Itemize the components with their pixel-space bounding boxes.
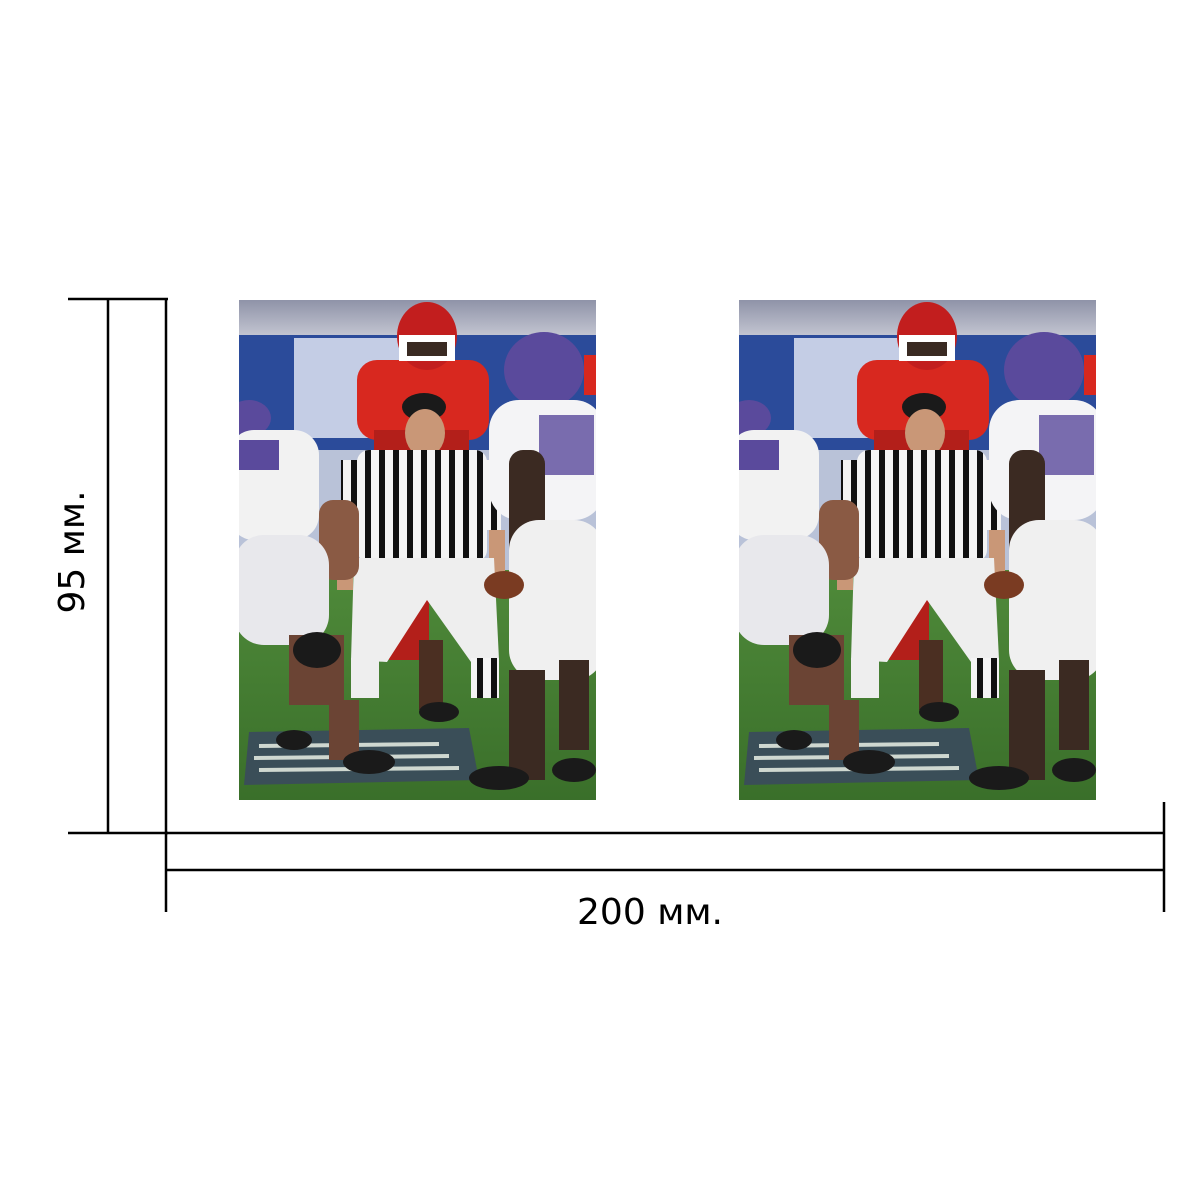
photo-left [239,300,596,800]
height-dimension [68,297,168,835]
width-label: 200 мм. [577,892,723,933]
height-label: 95 мм. [52,490,93,613]
photo-right [739,300,1096,800]
width-dimension [164,802,1166,912]
